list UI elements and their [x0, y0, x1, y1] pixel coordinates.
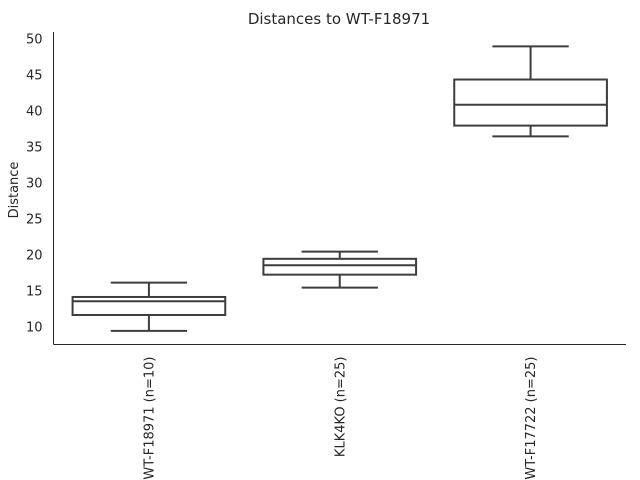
boxes — [71, 45, 608, 332]
box-1 — [71, 281, 227, 332]
box-2 — [262, 250, 418, 289]
x-tick-label-2: KLK4KO (n=25) — [333, 357, 348, 458]
box-3 — [453, 45, 608, 138]
y-tick-label-35: 35 — [26, 141, 43, 156]
y-tick-label-25: 25 — [26, 213, 43, 228]
y-ticks: 10 15 20 25 30 35 40 45 50 — [26, 33, 43, 336]
y-tick-label-40: 40 — [26, 105, 43, 120]
y-tick-label-50: 50 — [26, 33, 43, 48]
box-iqr — [453, 78, 608, 127]
y-tick-label-15: 15 — [26, 285, 43, 300]
y-axis-label: Distance — [7, 162, 22, 219]
box-iqr — [71, 295, 227, 316]
y-tick-label-30: 30 — [26, 177, 43, 192]
x-tick-label-1: WT-F18971 (n=10) — [142, 357, 157, 480]
y-tick-label-45: 45 — [26, 69, 43, 84]
x-tick-label-3: WT-F17722 (n=25) — [524, 357, 539, 480]
box-iqr — [262, 257, 418, 276]
x-ticks: WT-F18971 (n=10) KLK4KO (n=25) WT-F17722 (… — [142, 357, 539, 480]
chart-title: Distances to WT-F18971 — [248, 10, 430, 28]
y-tick-label-20: 20 — [26, 249, 43, 264]
y-tick-label-10: 10 — [26, 321, 43, 336]
